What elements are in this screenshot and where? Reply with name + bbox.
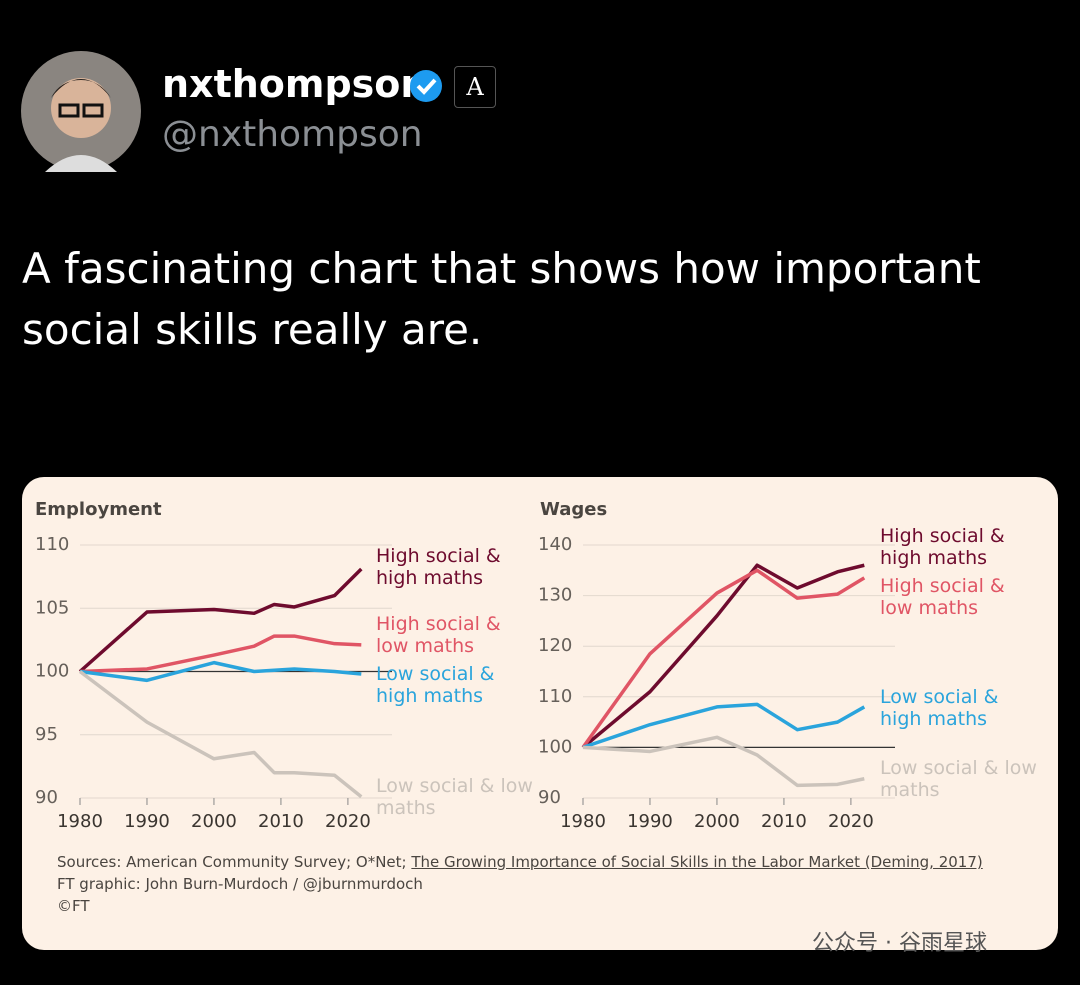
affiliate-badge: A — [454, 66, 496, 108]
sources-prefix: Sources: American Community Survey; O*Ne… — [57, 853, 407, 871]
series-line — [581, 563, 865, 749]
series-line — [79, 634, 362, 674]
y-tick-label: 105 — [35, 597, 69, 618]
legend-label: Low social & high maths — [376, 663, 495, 707]
y-tick-label: 90 — [35, 787, 58, 808]
series-line — [581, 568, 866, 749]
credit: FT graphic: John Burn-Murdoch / @jburnmu… — [57, 875, 423, 893]
chart-title: Employment — [35, 499, 162, 520]
x-tick-label: 2020 — [325, 811, 371, 832]
series-line — [79, 660, 362, 683]
tweet-text: A fascinating chart that shows how impor… — [22, 244, 981, 354]
y-tick-label: 100 — [538, 736, 572, 757]
sources: Sources: American Community Survey; O*Ne… — [57, 853, 983, 871]
x-tick-label: 1990 — [627, 811, 673, 832]
x-tick-label: 2020 — [828, 811, 874, 832]
legend-label: Low social & high maths — [880, 686, 999, 730]
chart-card: Employment 90 95 100 105 110 1980 1990 2000 2010 2… — [22, 477, 1058, 956]
watermark: 公众号 · 谷雨星球 — [812, 931, 987, 956]
legend-label: High social & high maths — [880, 525, 1005, 569]
legend-label: High social & high maths — [376, 545, 501, 589]
legend-label: Low social & low maths — [376, 775, 533, 819]
sources-link[interactable]: The Growing Importance of Social Skills … — [411, 853, 983, 871]
series-line — [582, 735, 865, 788]
user-handle[interactable]: @nxthompson — [162, 114, 423, 155]
x-tick-label: 2010 — [258, 811, 304, 832]
y-tick-label: 110 — [35, 534, 69, 555]
x-tick-label: 2000 — [694, 811, 740, 832]
x-tick-label: 2000 — [191, 811, 237, 832]
y-tick-label: 140 — [538, 534, 572, 555]
y-tick-label: 100 — [35, 661, 69, 682]
avatar[interactable] — [20, 50, 142, 172]
chart-title: Wages — [540, 499, 607, 520]
y-tick-label: 130 — [538, 585, 572, 606]
series-line — [582, 702, 866, 750]
user-name[interactable]: nxthompson — [162, 62, 428, 106]
verified-badge — [410, 70, 442, 102]
series-line — [78, 670, 363, 799]
charts: Employment 90 95 100 105 110 1980 1990 2000 2010 2… — [35, 499, 895, 832]
legend-label: Low social & low maths — [880, 757, 1037, 801]
y-tick-label: 90 — [538, 787, 561, 808]
copyright: ©FT — [57, 897, 90, 915]
series-line — [78, 567, 363, 673]
x-tick-label: 1980 — [57, 811, 103, 832]
legend-label: High social & low maths — [376, 613, 501, 657]
x-tick-label: 1980 — [560, 811, 606, 832]
y-tick-label: 110 — [538, 686, 572, 707]
x-tick-label: 2010 — [761, 811, 807, 832]
x-tick-label: 1990 — [124, 811, 170, 832]
legend-label: High social & low maths — [880, 575, 1005, 619]
y-tick-label: 95 — [35, 724, 58, 745]
y-tick-label: 120 — [538, 635, 572, 656]
